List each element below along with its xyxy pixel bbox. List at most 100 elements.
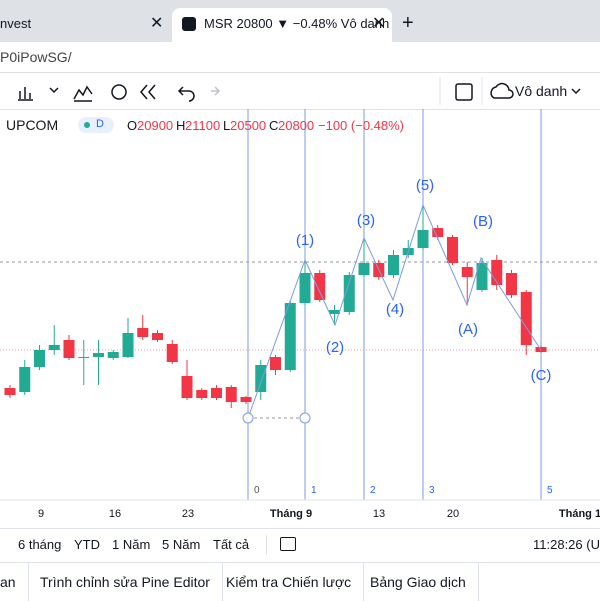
candle-body (284, 303, 296, 370)
range-button[interactable]: YTD (74, 537, 100, 552)
time-marker-label: 0 (254, 485, 260, 496)
separator (266, 535, 267, 555)
candle-body (476, 263, 488, 290)
candle-body (137, 328, 149, 337)
x-tick-label: Tháng 1 (559, 508, 600, 520)
range-button[interactable]: Tất cả (213, 537, 250, 552)
ohlc-value: 21100 (185, 118, 221, 133)
undo-icon[interactable] (177, 86, 195, 102)
anchor-point (299, 412, 311, 424)
time-marker-label: 2 (370, 485, 376, 496)
clock: 11:28:26 (U (533, 537, 600, 552)
tab-bar: nvest ✕ MSR 20800 ▼ −0.48% Vô danh ✕ + (0, 0, 600, 42)
candle-body (506, 273, 517, 295)
range-button[interactable]: 1 Năm (112, 537, 151, 552)
change: −100 (−0.48%) (318, 118, 405, 133)
wave-label: (A) (458, 321, 478, 338)
candle-body (122, 333, 134, 357)
compare-icon[interactable] (280, 537, 296, 551)
close-icon[interactable]: ✕ (372, 15, 386, 32)
close-icon[interactable]: ✕ (150, 15, 164, 32)
candle-body (63, 340, 75, 358)
time-marker-label: 3 (429, 485, 435, 496)
tab-title: MSR 20800 ▼ −0.48% Vô danh (204, 16, 390, 31)
panel-tab[interactable]: an (0, 563, 29, 601)
candle-body (152, 333, 163, 340)
wave-label: (2) (326, 339, 344, 356)
candle-body (447, 237, 458, 263)
replay-icon[interactable] (140, 84, 156, 100)
x-tick-label: 9 (38, 508, 44, 520)
ohlc-key: O (127, 118, 138, 133)
elliott-wave (247, 203, 542, 419)
candle-body (93, 353, 104, 357)
ohlc-value: 20900 (137, 118, 174, 133)
x-tick-label: 20 (447, 508, 459, 520)
bottom-tabs: an Trình chỉnh sửa Pine Editor Kiểm tra Ch… (0, 562, 600, 601)
toolbar: Vô danh (0, 73, 600, 110)
interval: D (96, 118, 104, 130)
tab-title: nvest (0, 16, 32, 31)
candle-body (432, 228, 444, 237)
exchange: UPCOM (6, 117, 59, 133)
chart: 0 1 2 3 5(1)(2)(3)(4)(5)(A)(B)(C)9 16 23 Tháng … (0, 109, 600, 520)
candle-body (240, 397, 252, 402)
candle-body (358, 263, 370, 275)
x-tick-label: 13 (373, 508, 385, 520)
ohlc-key: L (223, 118, 231, 133)
candle-body (329, 310, 340, 314)
candle-body (196, 390, 208, 398)
x-tick-label: 16 (109, 508, 121, 520)
candle-body (107, 352, 119, 358)
new-tab[interactable]: + (402, 12, 414, 34)
alert-icon[interactable] (111, 84, 127, 100)
range-button[interactable]: 5 Năm (162, 537, 201, 552)
ohlc-value: 20800 (278, 118, 315, 133)
redo-icon[interactable] (211, 86, 221, 96)
candle-body (388, 255, 399, 275)
status-dot (84, 122, 90, 128)
wave-label: (3) (357, 212, 375, 229)
favicon (182, 17, 196, 31)
toolbar-icons (18, 77, 581, 105)
tab[interactable]: nvest ✕ (0, 8, 170, 42)
candle-body (166, 344, 178, 362)
candle-body (78, 357, 90, 358)
candle-body (34, 350, 45, 367)
url[interactable]: P0iPowSG/ (0, 49, 72, 65)
panel-tab[interactable]: Trình chỉnh sửa Pine Editor (28, 563, 223, 601)
candle-body (417, 230, 429, 248)
x-tick-label: 23 (182, 508, 194, 520)
candle-body (299, 273, 311, 303)
candle-body (314, 273, 326, 300)
cloud-icon[interactable] (490, 82, 514, 99)
panel-tab[interactable]: Bảng Giao dịch (358, 563, 479, 601)
x-tick-label: Tháng 9 (270, 508, 312, 520)
candle-body (343, 275, 355, 312)
dropdown-icon[interactable] (49, 87, 59, 94)
candle-body (4, 388, 16, 395)
fullscreen-icon[interactable] (455, 83, 473, 101)
candle-body (491, 260, 503, 285)
wave-label: (5) (416, 177, 434, 194)
candle-body (181, 376, 193, 398)
range-button[interactable]: 6 tháng (18, 537, 62, 552)
candle-body (48, 345, 60, 350)
candle-body (461, 267, 473, 277)
wave-label: (1) (296, 232, 314, 249)
bars-icon[interactable] (18, 87, 33, 101)
dropdown-icon[interactable] (571, 88, 581, 95)
ohlc-value: 20500 (230, 118, 267, 133)
candle-body (255, 365, 267, 392)
panel-tab[interactable]: Kiểm tra Chiến lược (214, 563, 365, 601)
wave-label: (4) (386, 301, 404, 318)
anchor-point (242, 412, 254, 424)
candle-body (19, 367, 31, 392)
active-tab[interactable]: MSR 20800 ▼ −0.48% Vô danh ✕ (172, 8, 392, 42)
ohlc-key: C (269, 118, 279, 133)
candle-body (520, 292, 532, 345)
indicator-icon[interactable] (73, 85, 93, 102)
layout-name[interactable]: Vô danh (515, 83, 568, 99)
candle-body (225, 387, 237, 402)
